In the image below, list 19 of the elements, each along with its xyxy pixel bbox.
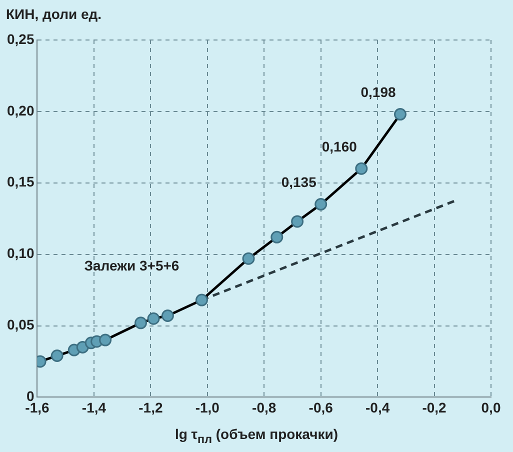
data-label: 0,198: [360, 84, 396, 100]
y-tick-label: 0,05: [7, 316, 34, 333]
data-label: 0,135: [281, 174, 317, 190]
y-axis-title: КИН, доли ед.: [6, 6, 102, 22]
x-axis-title: lg τ$_{пл}$ (объем прокачки): [174, 426, 340, 446]
x-tick-label: -0,4: [366, 399, 390, 416]
y-tick-label: 0,25: [7, 30, 34, 47]
x-tick-label: -0,6: [308, 399, 334, 416]
x-tick-label: -1,4: [82, 399, 106, 416]
data-label: 0,160: [322, 138, 358, 154]
x-tick-label: -0,8: [252, 399, 276, 416]
x-tick-label: -1,2: [138, 399, 163, 416]
x-tick-label: 0,0: [481, 399, 501, 416]
text: Залежи 3+5+6: [84, 258, 180, 274]
y-tick-label: 0,10: [7, 245, 34, 262]
y-tick-label: 0,20: [7, 102, 34, 118]
x-tick-label: -0,2: [422, 399, 447, 416]
x-tick-label: -1,0: [195, 399, 220, 416]
y-tick-label: 0,15: [7, 174, 34, 190]
